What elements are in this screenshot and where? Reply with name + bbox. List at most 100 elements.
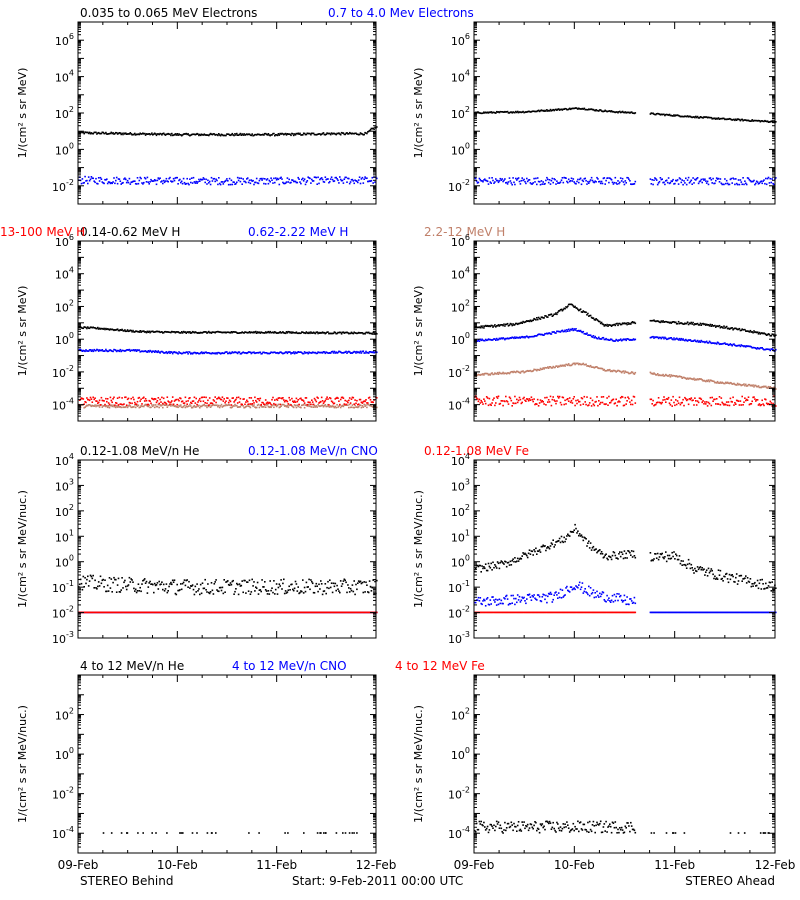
data-point	[297, 405, 299, 408]
data-point	[738, 327, 741, 330]
data-point	[649, 113, 652, 115]
data-point	[189, 134, 191, 137]
data-point	[133, 406, 135, 408]
data-point	[142, 183, 144, 185]
data-point	[546, 367, 548, 369]
data-point	[101, 327, 104, 330]
data-point	[494, 324, 496, 326]
data-point	[609, 338, 612, 340]
data-point	[359, 332, 362, 334]
data-series	[78, 326, 378, 335]
data-point	[332, 132, 335, 135]
data-point	[195, 133, 197, 136]
data-point	[660, 320, 663, 322]
data-point	[536, 110, 539, 112]
data-point	[768, 121, 771, 123]
data-point	[296, 133, 299, 135]
data-point	[504, 325, 506, 327]
data-point	[358, 398, 361, 401]
data-point	[682, 183, 684, 186]
data-point	[586, 365, 588, 367]
data-point	[258, 133, 261, 136]
data-point	[215, 178, 217, 181]
data-point	[570, 399, 573, 402]
data-point	[305, 181, 308, 183]
data-point	[763, 385, 765, 388]
data-point	[570, 329, 573, 331]
data-point	[89, 396, 92, 399]
data-point	[613, 340, 616, 342]
data-point	[539, 318, 542, 320]
data-point	[130, 397, 132, 400]
data-point	[264, 183, 267, 185]
data-point	[767, 348, 770, 351]
data-point	[260, 405, 262, 407]
data-point	[81, 178, 84, 180]
data-point	[365, 404, 367, 406]
data-point	[167, 404, 169, 407]
data-point	[317, 332, 319, 335]
data-point	[302, 177, 304, 180]
data-point	[705, 380, 707, 383]
data-point	[484, 112, 486, 114]
data-point	[208, 352, 211, 355]
data-point	[123, 406, 125, 408]
data-point	[486, 111, 489, 114]
data-point	[163, 401, 166, 404]
data-point	[501, 178, 503, 180]
data-point	[313, 397, 316, 400]
data-point	[136, 590, 139, 592]
data-point	[113, 348, 115, 351]
data-point	[245, 352, 247, 354]
data-point	[681, 115, 683, 118]
data-point	[741, 118, 743, 121]
data-point	[118, 396, 121, 399]
data-point	[279, 331, 281, 333]
data-point	[97, 183, 99, 185]
data-point	[311, 401, 314, 403]
data-point	[272, 404, 274, 406]
data-point	[534, 318, 536, 321]
data-point	[145, 133, 148, 135]
data-point	[337, 132, 339, 135]
data-point	[191, 406, 194, 409]
data-point	[532, 400, 534, 403]
data-point	[87, 131, 89, 134]
data-point	[153, 180, 155, 182]
data-point	[241, 352, 243, 354]
data-point	[90, 575, 93, 578]
data-point	[190, 332, 193, 334]
data-point	[122, 587, 124, 589]
data-point	[313, 332, 316, 334]
data-point	[665, 180, 667, 182]
data-point	[357, 406, 359, 409]
data-point	[137, 330, 140, 333]
data-point	[174, 405, 177, 407]
data-point	[352, 351, 355, 354]
data-point	[664, 183, 666, 186]
data-point	[722, 382, 724, 384]
data-point	[567, 398, 569, 400]
data-point	[193, 396, 196, 399]
data-point	[655, 320, 657, 323]
data-point	[603, 338, 606, 341]
data-point	[292, 133, 294, 135]
data-point	[322, 180, 325, 183]
data-point	[688, 377, 691, 380]
data-point	[95, 405, 97, 408]
data-point	[581, 107, 584, 110]
data-point	[676, 179, 679, 181]
data-point	[146, 133, 149, 135]
data-point	[321, 352, 324, 354]
data-point	[624, 111, 627, 113]
data-point	[558, 182, 561, 184]
data-point	[199, 400, 202, 403]
data-point	[247, 351, 250, 353]
data-point	[497, 373, 500, 375]
data-point	[199, 332, 201, 334]
data-point	[770, 335, 773, 337]
data-point	[634, 180, 637, 183]
data-point	[678, 115, 681, 117]
data-point	[224, 331, 226, 333]
